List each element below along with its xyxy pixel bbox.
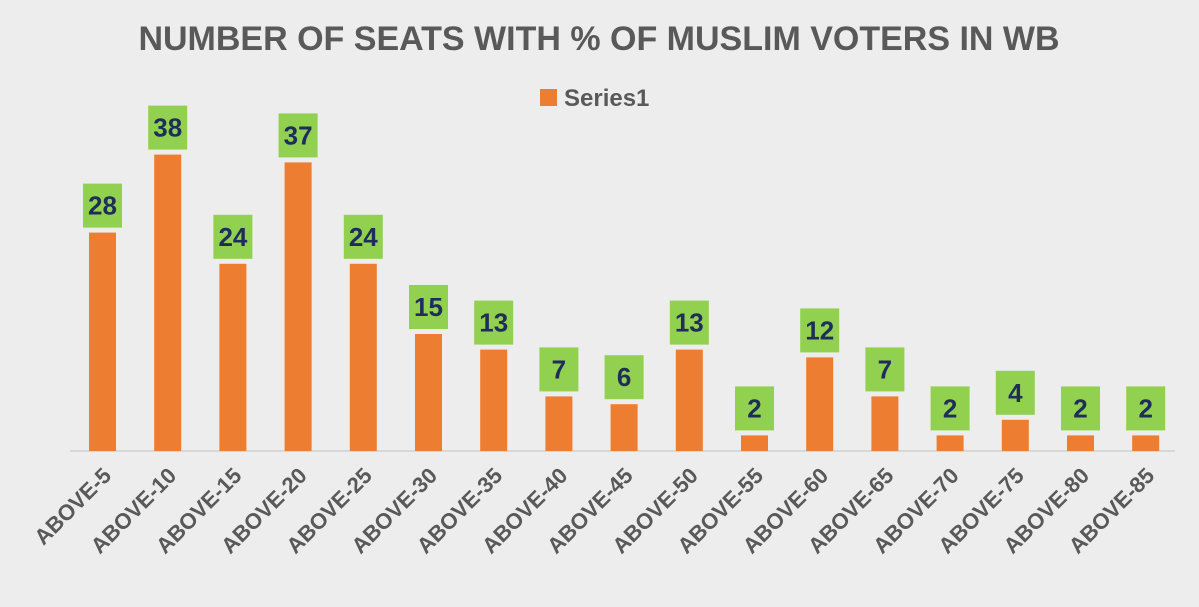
- data-label-box: [148, 105, 188, 150]
- data-label-box: [930, 386, 970, 431]
- data-label: 38: [153, 113, 182, 143]
- data-label: 24: [218, 222, 247, 252]
- data-label-box: [995, 370, 1035, 415]
- bar-above-75: [1001, 419, 1029, 451]
- bar-above-10: [154, 154, 182, 451]
- legend-label: Series1: [564, 85, 649, 112]
- bar-above-20: [284, 162, 312, 451]
- data-label: 2: [1073, 393, 1087, 423]
- data-label: 13: [479, 308, 508, 338]
- data-label-box: [735, 386, 774, 431]
- x-tick-labels: ABOVE-5ABOVE-10ABOVE-15ABOVE-20ABOVE-25A…: [29, 463, 1159, 558]
- bar-above-70: [936, 435, 964, 451]
- data-label-box: [1061, 386, 1100, 431]
- legend-swatch: [540, 89, 557, 106]
- bar-above-30: [415, 334, 442, 451]
- bar-above-35: [480, 349, 508, 451]
- chart-title: NUMBER OF SEATS WITH % OF MUSLIM VOTERS …: [138, 20, 1059, 58]
- data-label-box: [800, 308, 840, 353]
- bar-above-15: [219, 263, 247, 451]
- bars: [89, 154, 1160, 451]
- data-label: 28: [88, 191, 117, 221]
- bar-above-60: [806, 357, 834, 451]
- data-label-box: [604, 355, 644, 400]
- bar-above-55: [741, 435, 768, 451]
- data-label: 6: [617, 362, 631, 392]
- bar-above-5: [89, 232, 116, 451]
- bar-above-25: [349, 263, 377, 451]
- data-label: 13: [675, 308, 704, 338]
- data-label-box: [865, 347, 905, 392]
- data-label-box: [474, 300, 514, 345]
- bar-above-85: [1132, 435, 1160, 451]
- data-label-box: [213, 214, 253, 259]
- data-label: 2: [943, 393, 957, 423]
- bar-above-80: [1067, 435, 1094, 451]
- data-label: 7: [878, 354, 892, 384]
- data-label-box: [343, 214, 383, 259]
- data-label: 15: [414, 292, 443, 322]
- data-label-box: [669, 300, 709, 345]
- bar-above-45: [610, 404, 638, 451]
- data-label-box: [1126, 386, 1166, 431]
- data-label: 4: [1008, 378, 1023, 408]
- bar-above-50: [675, 349, 703, 451]
- data-label: 24: [349, 222, 378, 252]
- data-label-box: [83, 183, 122, 228]
- data-label: 2: [747, 393, 761, 423]
- data-label-box: [278, 113, 318, 158]
- data-label: 37: [284, 120, 313, 150]
- legend: Series1: [540, 85, 649, 112]
- bar-above-40: [545, 396, 573, 451]
- data-label-box: [409, 285, 448, 329]
- data-label: 7: [552, 354, 566, 384]
- data-label: 2: [1138, 393, 1152, 423]
- data-label: 12: [805, 315, 834, 345]
- data-label-box: [539, 347, 579, 392]
- bar-above-65: [871, 396, 899, 451]
